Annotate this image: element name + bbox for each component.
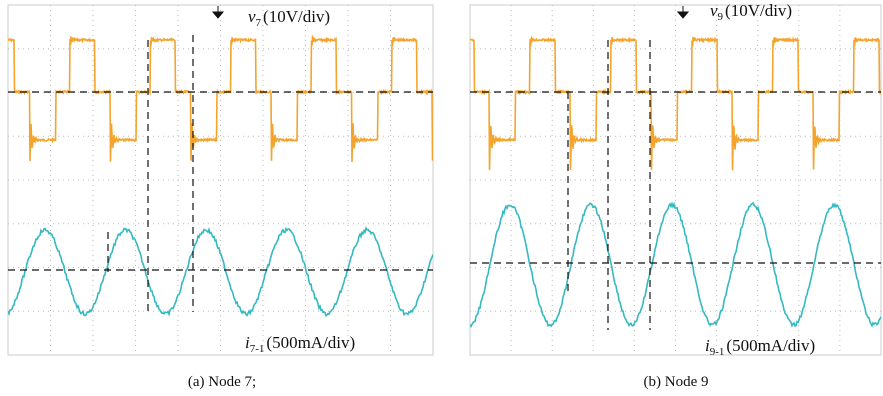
subscript: 7-1 bbox=[250, 343, 265, 355]
subscript: 9 bbox=[718, 11, 724, 23]
voltage-label: v9(10V/div) bbox=[710, 1, 792, 23]
subscript: 9-1 bbox=[710, 346, 725, 358]
scale: (10V/div) bbox=[725, 1, 792, 20]
scale: (500mA/div) bbox=[266, 333, 355, 352]
caption: (b) Node 9 bbox=[644, 374, 709, 390]
subscript: 7 bbox=[256, 17, 262, 29]
caption: (a) Node 7; bbox=[188, 374, 256, 390]
scale: (500mA/div) bbox=[726, 336, 815, 355]
figure: v7(10V/div) i7-1(500mA/div) v9(10V/div) … bbox=[0, 0, 883, 396]
scale: (10V/div) bbox=[263, 7, 330, 26]
